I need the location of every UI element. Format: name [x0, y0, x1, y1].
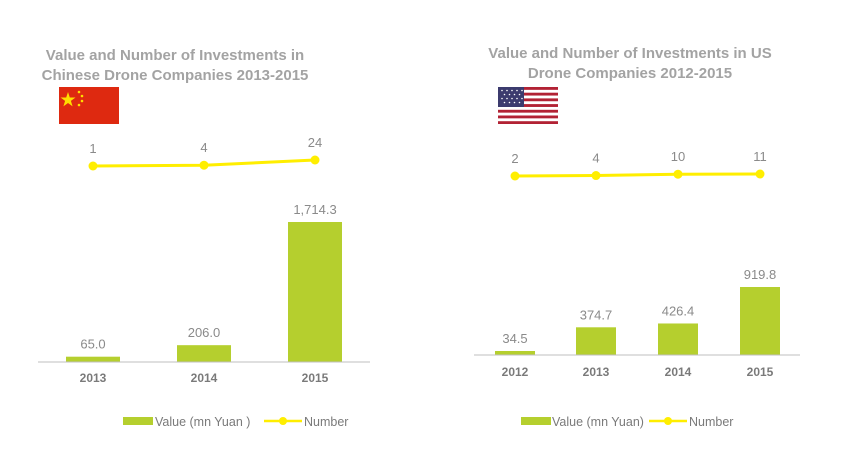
legend: Value (mn Yuan) Number	[521, 415, 733, 429]
chart-china: Value and Number of Investments in Chine…	[38, 47, 370, 429]
chart-title-line-1: Value and Number of Investments in US	[488, 45, 771, 62]
line-value-label: 24	[308, 135, 322, 150]
china-plot-area: 65.0 206.0 1,714.3 1 4 24	[66, 135, 342, 362]
bar	[495, 351, 535, 355]
bar-value-label: 426.4	[662, 303, 695, 318]
x-tick-label: 2014	[191, 371, 218, 385]
legend-bar-swatch	[521, 417, 551, 425]
x-tick-label: 2013	[583, 365, 610, 379]
line-value-label: 11	[753, 149, 767, 164]
legend-line-label: Number	[689, 415, 733, 429]
chart-title-line-2: Chinese Drone Companies 2013-2015	[42, 67, 309, 84]
line-value-label: 4	[592, 151, 599, 166]
chart-title-line-1: Value and Number of Investments in	[46, 47, 304, 64]
line-value-label: 10	[671, 149, 685, 164]
legend-line-marker	[664, 417, 672, 425]
us-flag-icon	[498, 87, 558, 124]
bar	[576, 327, 616, 355]
line-value-label: 1	[89, 141, 96, 156]
legend: Value (mn Yuan ) Number	[123, 415, 348, 429]
chart-title-line-2: Drone Companies 2012-2015	[528, 65, 732, 82]
series-line-number	[514, 172, 761, 178]
bar-value-label: 919.8	[744, 267, 777, 282]
legend-line-marker	[279, 417, 287, 425]
line-point	[199, 160, 209, 170]
line-value-label: 4	[200, 140, 207, 155]
bar-value-label: 206.0	[188, 325, 221, 340]
us-plot-area: 34.5 374.7 426.4 919.8 2 4 10 11	[495, 149, 780, 355]
bar	[740, 287, 780, 355]
legend-line-label: Number	[304, 415, 348, 429]
line-point	[88, 161, 98, 171]
bar	[288, 222, 342, 362]
x-tick-label: 2015	[302, 371, 329, 385]
bar-value-label: 1,714.3	[293, 202, 336, 217]
line-point	[591, 171, 601, 181]
x-tick-label: 2012	[502, 365, 529, 379]
line-point	[310, 155, 320, 165]
line-point	[755, 169, 765, 179]
bar	[66, 356, 120, 362]
bar-value-label: 374.7	[580, 307, 613, 322]
bar	[177, 345, 231, 362]
legend-bar-label: Value (mn Yuan )	[155, 415, 250, 429]
chart-us: Value and Number of Investments in US Dr…	[474, 45, 800, 429]
line-point	[510, 171, 520, 181]
x-tick-label: 2014	[665, 365, 692, 379]
bar-value-label: 34.5	[502, 331, 527, 346]
line-value-label: 2	[511, 151, 518, 166]
bar-value-label: 65.0	[80, 337, 105, 352]
legend-bar-swatch	[123, 417, 153, 425]
china-flag-icon	[59, 87, 119, 124]
legend-bar-label: Value (mn Yuan)	[552, 415, 644, 429]
line-point	[673, 169, 683, 179]
x-tick-label: 2013	[80, 371, 107, 385]
x-tick-label: 2015	[747, 365, 774, 379]
bar	[658, 323, 698, 355]
